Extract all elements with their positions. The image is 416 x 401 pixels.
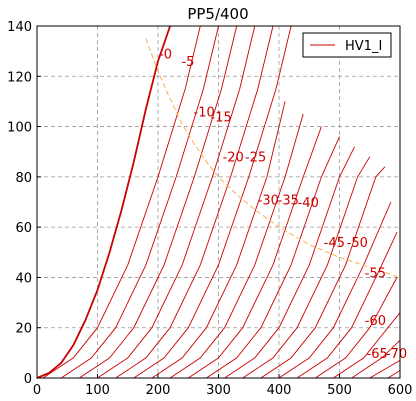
plate-curve: [387, 370, 401, 379]
x-tick-label: 300: [206, 383, 231, 398]
y-axis-ticks: 0 20 40 60 80 100 120 140: [7, 20, 41, 387]
plate-curve: [151, 101, 286, 379]
plate-curve: [224, 146, 356, 379]
bias-label: -5: [181, 55, 194, 70]
bias-label: -30: [258, 193, 279, 208]
plate-curve: [206, 136, 340, 379]
y-tick-label: 0: [24, 372, 32, 387]
plate-curve: [351, 339, 401, 379]
bias-label: -20: [223, 151, 244, 166]
plate-curve: [97, 25, 256, 379]
plate-curve: [169, 113, 304, 379]
bias-label: -65: [367, 347, 388, 362]
y-tick-label: 120: [7, 70, 32, 85]
x-tick-label: 500: [327, 383, 352, 398]
plate-curve: [42, 25, 201, 379]
bias-label: -10: [194, 105, 215, 120]
plate-curve: [115, 25, 274, 379]
plate-curve: [333, 312, 401, 379]
bias-label: -70: [386, 347, 407, 362]
y-tick-label: 100: [7, 121, 32, 136]
x-tick-label: 100: [85, 383, 110, 398]
bias-label: -60: [365, 314, 386, 329]
plate-curve: [188, 126, 322, 379]
x-tick-label: 400: [267, 383, 292, 398]
plate-curves: [36, 25, 401, 379]
bias-label: -40: [298, 196, 319, 211]
dissipation-line: [145, 38, 401, 278]
grid-lines: [37, 26, 400, 378]
y-tick-label: 40: [15, 271, 32, 286]
y-tick-label: 80: [15, 171, 32, 186]
y-tick-label: 20: [15, 322, 32, 337]
bias-label: -15: [211, 111, 232, 126]
y-tick-label: 140: [7, 20, 32, 35]
bias-label: -35: [278, 193, 299, 208]
y-tick-label: 60: [15, 221, 32, 236]
x-tick-label: 200: [146, 383, 171, 398]
curve-labels: -0 -5 -10-15 -20 -25 -30-35-40 -45 -50 -55 -60 -65…: [159, 48, 407, 362]
plate-curve: [296, 232, 398, 379]
bias-label: -0: [159, 48, 172, 63]
plate-curve: [369, 360, 401, 379]
plate-curve: [36, 25, 171, 379]
legend-label: HV1_I: [345, 39, 382, 54]
legend: HV1_I: [302, 32, 392, 58]
bias-label: -45: [324, 236, 345, 251]
x-tick-label: 0: [33, 383, 41, 398]
dissipation-curve: [145, 38, 401, 278]
plate-curve: [133, 25, 292, 379]
plate-curve: [260, 166, 386, 379]
chart-title: PP5/400: [187, 5, 248, 23]
bias-label: -25: [245, 151, 266, 166]
plate-curve: [315, 277, 398, 379]
bias-label: -50: [347, 236, 368, 251]
plate-curve: [60, 25, 219, 379]
plate-curve: [242, 156, 371, 379]
x-axis-ticks: 0 100 200 300 400 500 600: [33, 374, 413, 398]
x-tick-label: 600: [388, 383, 413, 398]
bias-label: -55: [365, 266, 386, 281]
plate-curve: [79, 25, 238, 379]
legend-box: [302, 32, 392, 58]
plate-curve: [278, 201, 392, 379]
